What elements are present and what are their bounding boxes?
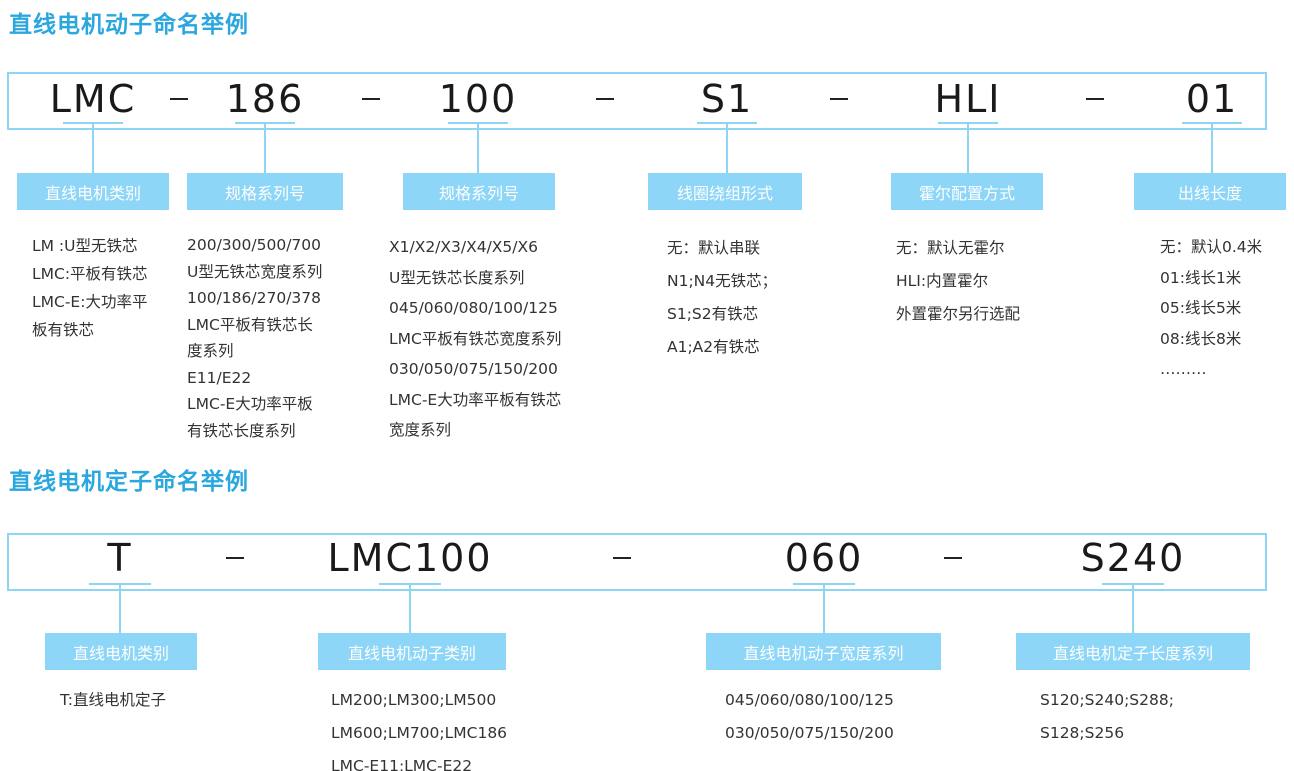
description-line: LMC平板有铁芯长 [187,315,313,334]
code-segment: HLI [934,77,1002,121]
description-line: LM200;LM300;LM500 [331,691,497,709]
description-line: U型无铁芯宽度系列 [187,262,323,281]
description-line: 200/300/500/700 [187,236,322,254]
description-line: S1;S2有铁芯 [667,305,759,323]
description-line: LMC-E大功率平板有铁芯 [389,390,562,409]
field-label: 出线长度 [1134,173,1286,210]
description-line: 08:线长8米 [1160,329,1242,348]
description-line: 05:线长5米 [1160,299,1242,317]
code-segment: 186 [225,77,305,121]
description-line: T:直线电机定子 [60,691,166,709]
field-description: LM :U型无铁芯 LMC:平板有铁芯 LMC-E:大功率平 板有铁芯 [32,232,148,344]
field-label: 直线电机类别 [17,173,169,210]
connector-line [264,122,266,173]
field-label: 直线电机定子长度系列 [1016,633,1250,670]
field-description: X1/X2/X3/X4/X5/X6 U型无铁芯长度系列 045/060/080/10… [389,232,561,446]
description-line: 01:线长1米 [1160,268,1242,287]
field-description: S120;S240;S288; S128;S256 [1040,684,1174,750]
connector-line [1211,122,1213,173]
field-label: 直线电机动子宽度系列 [706,633,941,670]
field-description: T:直线电机定子 [60,684,166,717]
code-segment: 060 [784,536,864,580]
field-label: 直线电机类别 [45,633,197,670]
dash-separator [170,98,188,100]
dash-separator [596,98,614,100]
connector-line [726,122,728,173]
dash-separator [613,557,631,559]
code-segment: S240 [1080,536,1186,580]
field-description: 045/060/080/100/125 030/050/075/150/200 [725,684,894,750]
field-label: 线圈绕组形式 [648,173,802,210]
description-line: 板有铁芯 [32,321,95,339]
connector-line [1132,583,1134,633]
description-line: N1;N4无铁芯； [667,272,778,290]
description-line: 无：默认0.4米 [1160,238,1263,256]
field-description: 200/300/500/700 U型无铁芯宽度系列 100/186/270/378 L… [187,232,322,444]
mover-code-box [7,72,1267,130]
connector-line [477,122,479,173]
description-line: 045/060/080/100/125 [725,691,894,709]
description-line: 有铁芯长度系列 [187,421,296,440]
dash-separator [830,98,848,100]
dash-separator [944,557,962,559]
dash-separator [226,557,244,559]
stator-code-box [7,533,1267,591]
code-segment: S1 [700,77,754,121]
dash-separator [362,98,380,100]
mover-title: 直线电机动子命名举例 [9,12,249,38]
description-line: 030/050/075/150/200 [725,724,894,742]
description-line: LMC:平板有铁芯 [32,265,148,283]
description-line: LMC-E11;LMC-E22 [331,757,473,771]
field-label: 规格系列号 [403,173,555,210]
description-line: S120;S240;S288; [1040,691,1174,709]
description-line: 无：默认串联 [667,239,761,257]
description-line: U型无铁芯长度系列 [389,268,525,287]
connector-line [92,122,94,173]
description-line: E11/E22 [187,368,252,387]
connector-line [119,583,121,633]
code-segment: LMC [49,77,137,121]
description-line: A1;A2有铁芯 [667,338,760,356]
description-line: 度系列 [187,342,234,360]
description-line: LMC平板有铁芯宽度系列 [389,329,562,348]
field-description: LM200;LM300;LM500 LM600;LM700;LMC186 LMC-E… [331,684,507,771]
description-line: 宽度系列 [389,421,452,439]
description-line: LM :U型无铁芯 [32,237,138,255]
field-label: 直线电机动子类别 [318,633,506,670]
description-line: LMC-E:大功率平 [32,293,148,311]
description-line: 无：默认无霍尔 [896,239,1005,257]
code-segment: LMC100 [327,536,493,580]
field-description: 无：默认0.4米 01:线长1米 05:线长5米 08:线长8米 ……… [1160,232,1262,385]
field-description: 无：默认无霍尔 HLI:内置霍尔外置霍尔另行选配 [896,232,1020,331]
description-line: S128;S256 [1040,724,1125,742]
code-segment: T [107,536,133,580]
connector-line [967,122,969,173]
description-line: 外置霍尔另行选配 [896,305,1021,323]
field-label: 规格系列号 [187,173,343,210]
dash-separator [1086,98,1104,100]
description-line: 100/186/270/378 [187,289,322,307]
description-line: ……… [1160,360,1207,378]
code-segment: 01 [1185,77,1239,121]
description-line: 030/050/075/150/200 [389,360,558,378]
field-description: 无：默认串联 N1;N4无铁芯； S1;S2有铁芯 A1;A2有铁芯 [667,232,777,364]
stator-title: 直线电机定子命名举例 [9,469,249,495]
connector-line [409,583,411,633]
description-line: X1/X2/X3/X4/X5/X6 [389,238,538,256]
description-line: LM600;LM700;LMC186 [331,724,508,742]
description-line: LMC-E大功率平板 [187,395,313,413]
description-line: HLI:内置霍尔 [896,272,989,290]
field-label: 霍尔配置方式 [891,173,1043,210]
connector-line [823,583,825,633]
description-line: 045/060/080/100/125 [389,299,558,317]
code-segment: 100 [438,77,518,121]
